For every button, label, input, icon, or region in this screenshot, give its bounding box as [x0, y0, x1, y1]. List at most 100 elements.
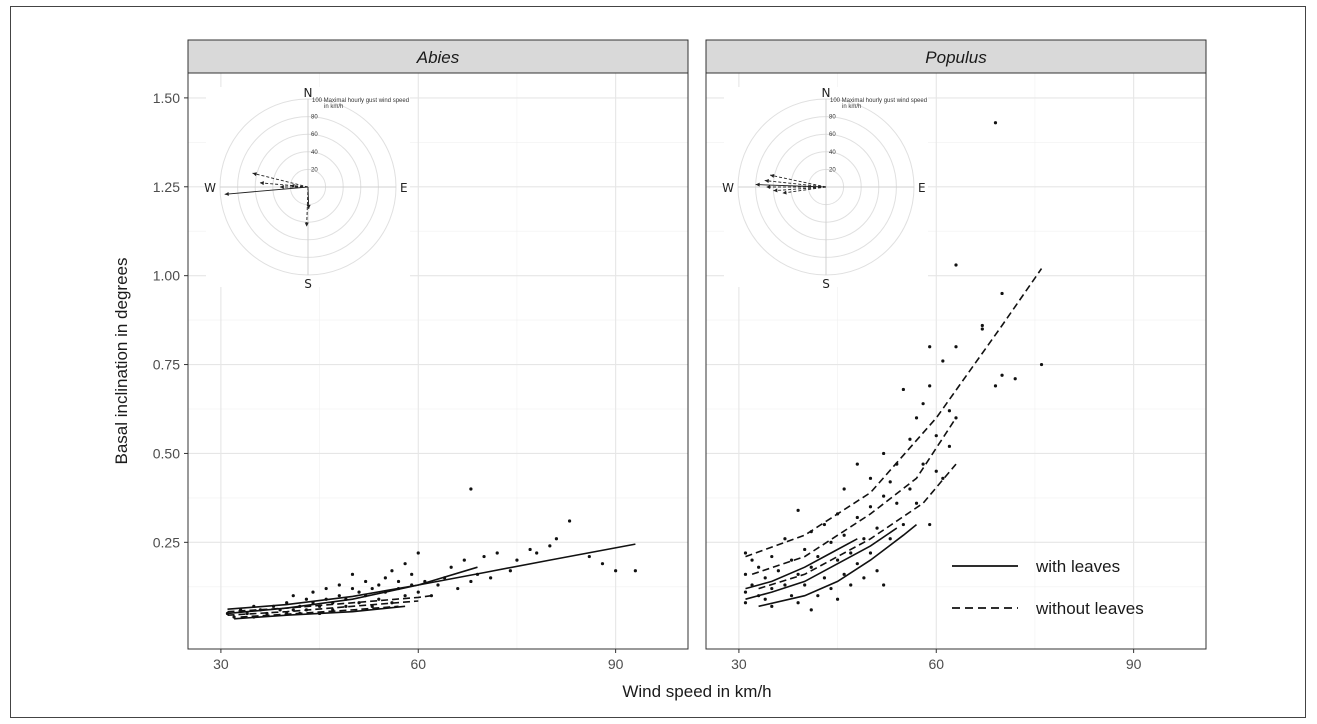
wind-arrow-head [773, 188, 778, 193]
fit-line-with-leaves [234, 605, 406, 620]
panel-abies: Abies N E S W 100 Maximal hourly gust wind sp… [187, 39, 689, 672]
fit-line-with-leaves [745, 538, 858, 590]
data-point [816, 554, 820, 559]
data-point [344, 604, 348, 608]
data-point [462, 558, 466, 562]
data-point [862, 537, 866, 541]
data-point [934, 434, 938, 438]
data-point [868, 476, 873, 480]
wind-arrow [224, 186, 309, 195]
data-point [789, 558, 794, 562]
data-point [508, 569, 512, 573]
y-axis-title: Basal inclination in degrees [112, 258, 131, 465]
data-point [763, 597, 767, 601]
data-point [914, 416, 919, 420]
data-point [535, 551, 539, 555]
data-point [291, 594, 295, 598]
wind-arrow [773, 186, 827, 192]
data-point [469, 487, 473, 491]
fit-line-without-leaves [227, 594, 432, 613]
wind-arrow-head [304, 222, 309, 227]
wind-arrow [764, 180, 827, 188]
data-point [396, 579, 401, 584]
data-point [743, 551, 748, 555]
wind-arrow [306, 186, 309, 227]
data-point [888, 480, 892, 484]
panel-border [705, 72, 1207, 650]
data-point [842, 533, 846, 537]
data-point [954, 416, 958, 420]
wind-arrow-head [224, 191, 229, 196]
fit-line-without-leaves [240, 605, 399, 618]
wind-arrow-head [766, 185, 771, 189]
data-point [993, 121, 998, 125]
data-point [743, 590, 748, 594]
data-point [416, 551, 420, 555]
data-point [875, 569, 879, 573]
wind-arrow-head [782, 190, 787, 195]
data-point [482, 554, 486, 559]
wind-arrow [769, 174, 827, 188]
data-point [743, 572, 748, 576]
data-point [436, 583, 440, 587]
fit-line-without-leaves [751, 417, 957, 576]
data-point [377, 583, 381, 587]
data-point [515, 558, 519, 562]
wind-rose-south-label: S [822, 277, 830, 291]
data-point [901, 522, 905, 527]
wind-rose-radial-tick: 60 [829, 132, 836, 138]
panel-strip-label: Abies [416, 48, 460, 67]
data-point [908, 437, 912, 441]
data-point [921, 402, 925, 406]
data-point [285, 601, 289, 605]
data-point [921, 462, 925, 466]
data-point [1000, 373, 1004, 377]
data-point [403, 562, 407, 566]
wind-rose-west-label: W [722, 181, 734, 195]
wind-rose: N E S W 100 Maximal hourly gust wind speedin… [204, 86, 410, 291]
wind-arrow-head [252, 172, 257, 177]
fit-line-with-leaves [758, 523, 918, 608]
data-point [776, 569, 780, 573]
data-point [809, 608, 813, 612]
wind-arrow-head [764, 178, 769, 183]
wind-rose-radial-tick: 80 [311, 115, 318, 121]
data-point [495, 551, 499, 555]
data-point [941, 359, 945, 363]
panel-populus: Populus N E S W 100 Maximal hourly gust wind … [705, 39, 1207, 672]
data-point [528, 547, 532, 552]
data-point [770, 554, 774, 559]
data-point [835, 597, 840, 601]
data-point [954, 263, 958, 267]
data-point [1000, 291, 1004, 296]
data-point [947, 444, 952, 448]
y-tick-label: 0.25 [153, 534, 180, 550]
data-point [803, 547, 807, 552]
data-point [364, 579, 368, 584]
data-point [928, 522, 932, 527]
wind-rose: N E S W 100 Maximal hourly gust wind speedin… [722, 86, 928, 291]
data-point [743, 601, 748, 605]
data-point [796, 572, 800, 576]
figure-frame [10, 6, 1306, 718]
wind-rose-unit: in km/h [324, 104, 343, 110]
data-point [928, 384, 932, 388]
data-point [304, 597, 309, 601]
data-point [954, 345, 958, 349]
wind-rose-radial-tick: 60 [311, 132, 318, 138]
data-point [416, 590, 420, 594]
data-point [614, 569, 618, 573]
wind-arrow [252, 172, 309, 188]
wind-rose-north-label: N [304, 86, 313, 100]
data-point [337, 583, 341, 587]
data-point [868, 505, 873, 509]
data-point [908, 487, 912, 491]
wind-arrow-head [306, 204, 311, 209]
wind-rose-east-label: E [918, 181, 926, 195]
data-point [469, 579, 473, 584]
wind-rose-west-label: W [204, 181, 216, 195]
wind-arrow [782, 186, 827, 194]
data-point [763, 576, 767, 580]
data-point [862, 576, 866, 580]
wind-rose-radial-tick: 80 [829, 115, 836, 121]
